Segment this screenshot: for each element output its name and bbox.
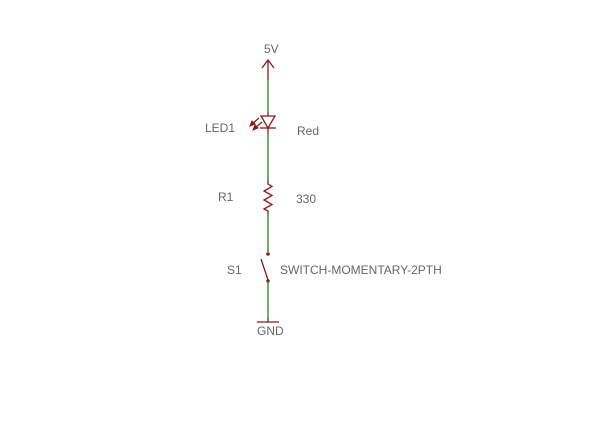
supply-5v-symbol <box>261 58 275 80</box>
resistor-symbol <box>262 180 274 214</box>
switch-symbol <box>260 252 270 283</box>
switch-designator: S1 <box>227 263 242 277</box>
resistor-value: 330 <box>296 192 316 206</box>
switch-value: SWITCH-MOMENTARY-2PTH <box>280 263 442 277</box>
led-designator: LED1 <box>205 121 235 135</box>
ground-symbol <box>257 318 279 323</box>
resistor-designator: R1 <box>218 190 234 204</box>
led-symbol <box>249 112 277 134</box>
led-value: Red <box>297 124 319 138</box>
supply-label: 5V <box>264 42 279 56</box>
ground-label: GND <box>257 324 284 338</box>
